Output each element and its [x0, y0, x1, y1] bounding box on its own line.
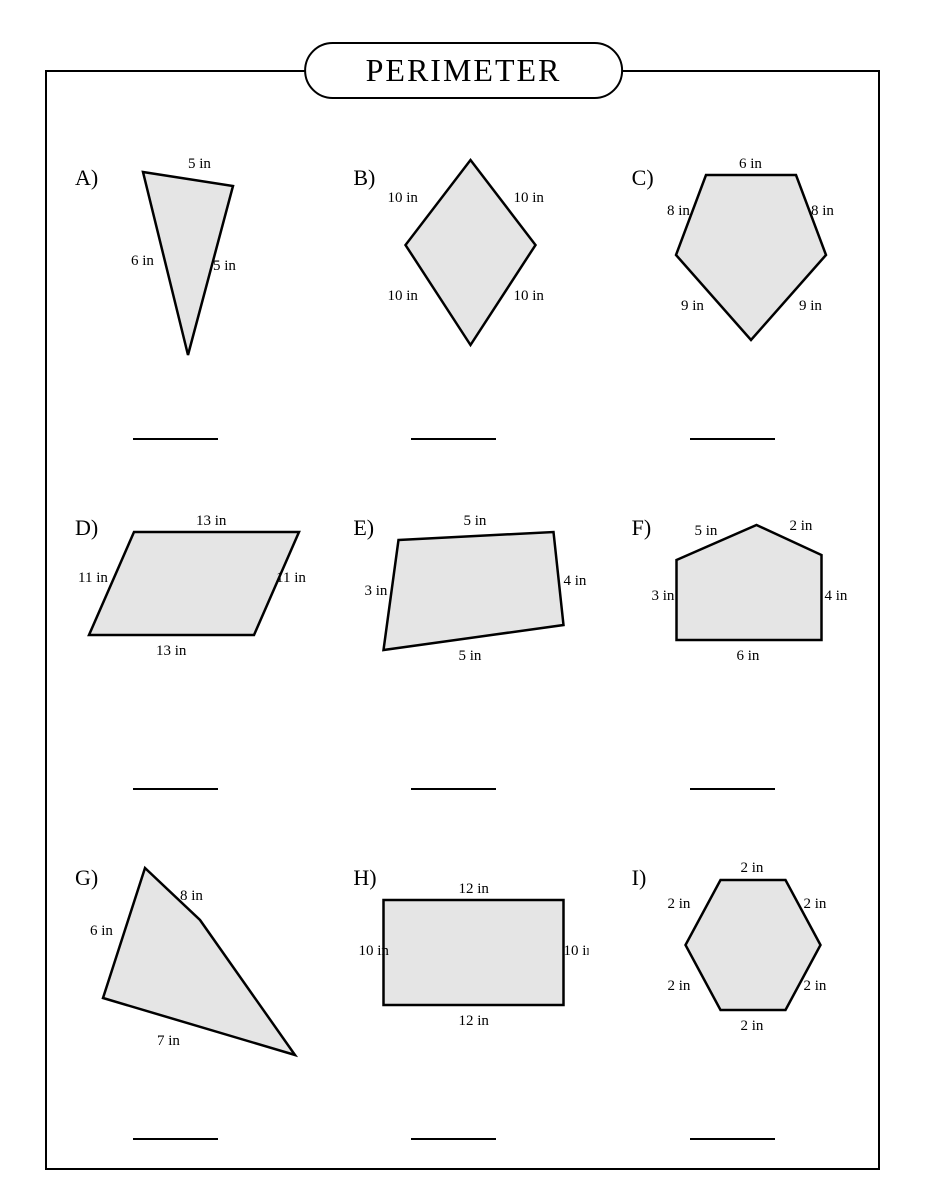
shape-polygon — [676, 175, 826, 340]
side-length-label: 13 in — [156, 643, 187, 659]
shape-polygon — [89, 532, 299, 635]
problem-label: B) — [353, 165, 375, 191]
side-length-label: 2 in — [803, 978, 826, 994]
page-title: PERIMETER — [304, 42, 624, 99]
problem-cell: I) 2 in 2 in 2 in 2 in 2 in 2 in — [602, 830, 880, 1170]
side-length-label: 6 in — [736, 648, 759, 664]
answer-blank[interactable] — [411, 1138, 496, 1140]
side-length-label: 11 in — [78, 570, 108, 586]
side-length-label: 11 in — [276, 570, 306, 586]
side-length-label: 2 in — [740, 860, 763, 876]
side-length-label: 2 in — [803, 896, 826, 912]
shape-svg: 12 in 10 in 10 in 12 in — [359, 850, 589, 1070]
shape-svg: 13 in 11 in 11 in 13 in — [76, 500, 316, 700]
shape-container: 10 in 10 in 10 in 10 in — [386, 150, 556, 370]
side-length-label: 5 in — [213, 258, 236, 274]
side-length-label: 10 in — [388, 190, 419, 206]
shape-polygon — [676, 525, 821, 640]
problem-cell: C)6 in8 in8 in9 in9 in — [602, 130, 880, 470]
side-length-label: 10 in — [359, 943, 390, 959]
shape-container: 5 in 2 in 3 in 4 in 6 in — [646, 500, 856, 700]
problem-cell: B) 10 in 10 in 10 in 10 in — [323, 130, 601, 470]
answer-blank[interactable] — [133, 1138, 218, 1140]
side-length-label: 6 in — [90, 923, 113, 939]
problems-grid: A)5 in6 in5 inB)10 in10 in10 in10 inC)6 … — [45, 130, 880, 1170]
shape-svg: 2 in 2 in 2 in 2 in 2 in 2 in — [655, 850, 845, 1070]
shape-polygon — [406, 160, 536, 345]
side-length-label: 2 in — [740, 1018, 763, 1034]
shape-svg: 6 in 8 in 7 in — [85, 850, 305, 1090]
side-length-label: 4 in — [824, 588, 847, 604]
problem-label: I) — [632, 865, 647, 891]
side-length-label: 2 in — [789, 518, 812, 534]
answer-blank[interactable] — [411, 438, 496, 440]
side-length-label: 8 in — [811, 203, 834, 219]
shape-container: 5 in 3 in 4 in 5 in — [359, 500, 589, 700]
side-length-label: 10 in — [388, 288, 419, 304]
problem-cell: D)13 in11 in11 in13 in — [45, 480, 323, 820]
shape-svg: 5 in 3 in 4 in 5 in — [359, 500, 589, 700]
problem-label: A) — [75, 165, 98, 191]
side-length-label: 10 in — [564, 943, 589, 959]
side-length-label: 5 in — [459, 648, 482, 664]
side-length-label: 10 in — [514, 288, 545, 304]
problem-cell: G)6 in8 in7 in — [45, 830, 323, 1170]
side-length-label: 9 in — [799, 298, 822, 314]
answer-blank[interactable] — [411, 788, 496, 790]
side-length-label: 4 in — [564, 573, 587, 589]
answer-blank[interactable] — [690, 438, 775, 440]
problem-cell: H)12 in10 in10 in12 in — [323, 830, 601, 1170]
shape-container: 6 in 8 in 7 in — [85, 850, 305, 1090]
side-length-label: 8 in — [180, 888, 203, 904]
shape-polygon — [384, 532, 564, 650]
side-length-label: 2 in — [667, 978, 690, 994]
side-length-label: 10 in — [514, 190, 545, 206]
side-length-label: 5 in — [188, 156, 211, 172]
side-length-label: 9 in — [681, 298, 704, 314]
side-length-label: 2 in — [667, 896, 690, 912]
side-length-label: 12 in — [459, 881, 490, 897]
side-length-label: 6 in — [739, 156, 762, 172]
shape-container: 12 in 10 in 10 in 12 in — [359, 850, 589, 1070]
answer-blank[interactable] — [690, 1138, 775, 1140]
side-length-label: 7 in — [157, 1033, 180, 1049]
shape-container: 13 in 11 in 11 in 13 in — [76, 500, 316, 700]
shape-polygon — [685, 880, 820, 1010]
side-length-label: 3 in — [365, 583, 388, 599]
side-length-label: 6 in — [131, 253, 154, 269]
side-length-label: 12 in — [459, 1013, 490, 1029]
shape-container: 6 in 8 in 8 in 9 in 9 in — [651, 150, 851, 370]
problem-cell: F)5 in2 in3 in4 in6 in — [602, 480, 880, 820]
problem-cell: E)5 in3 in4 in5 in — [323, 480, 601, 820]
shape-svg: 5 in 2 in 3 in 4 in 6 in — [646, 500, 856, 700]
problem-cell: A) 5 in 6 in 5 in — [45, 130, 323, 470]
shape-container: 5 in 6 in 5 in — [103, 150, 283, 380]
answer-blank[interactable] — [133, 788, 218, 790]
side-length-label: 13 in — [196, 513, 227, 529]
shape-svg: 6 in 8 in 8 in 9 in 9 in — [651, 150, 851, 370]
shape-container: 2 in 2 in 2 in 2 in 2 in 2 in — [655, 850, 845, 1070]
shape-svg: 10 in 10 in 10 in 10 in — [386, 150, 556, 370]
side-length-label: 5 in — [694, 523, 717, 539]
side-length-label: 3 in — [651, 588, 674, 604]
side-length-label: 8 in — [667, 203, 690, 219]
side-length-label: 5 in — [464, 513, 487, 529]
shape-svg: 5 in 6 in 5 in — [103, 150, 283, 380]
shape-polygon — [384, 900, 564, 1005]
answer-blank[interactable] — [690, 788, 775, 790]
answer-blank[interactable] — [133, 438, 218, 440]
